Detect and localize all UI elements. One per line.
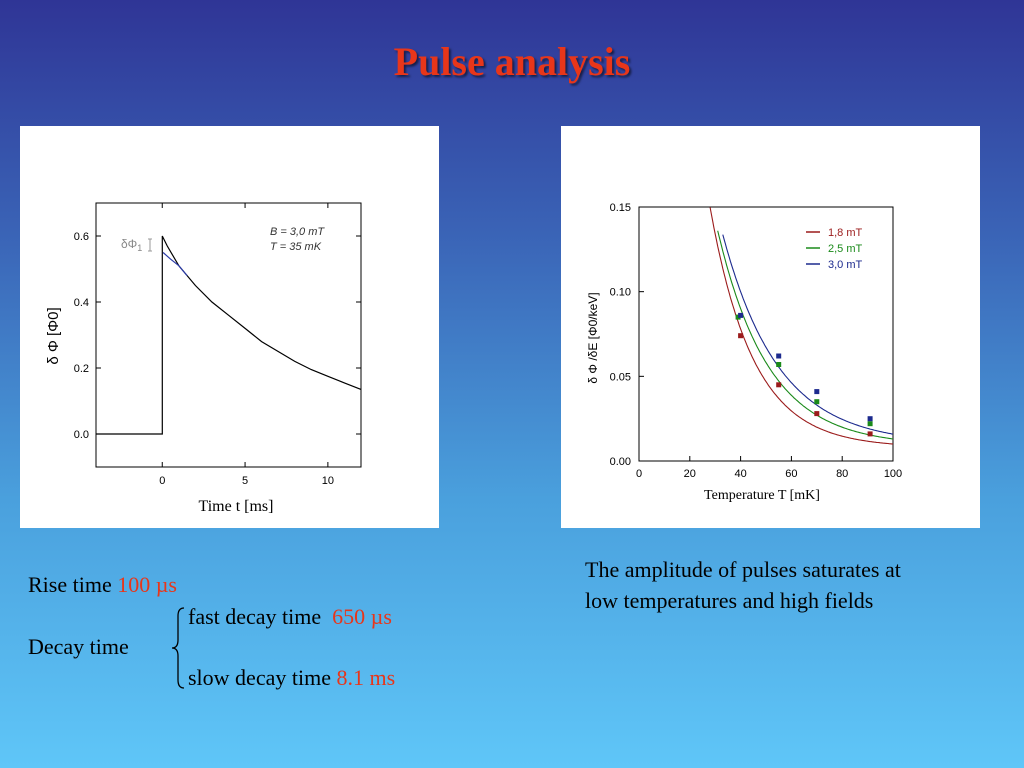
right-data-point [867,431,873,437]
left-xlabel: Time t [ms] [199,498,274,515]
right-ytick-label: 0.15 [610,202,631,214]
slow-decay-value: 8.1 ms [336,665,396,690]
left-ytick-label: 0.6 [74,231,89,243]
left-legend-line1: B = 3,0 mT [270,226,325,238]
slow-decay-text: slow decay time 8.1 ms [188,665,395,691]
right-data-point [814,389,820,395]
decay-time-label: Decay time [28,634,129,659]
left-chart: 0.0 0.2 0.4 0.6 0 5 10 δΦ1 B = 3,0 mT T = 35 … [45,202,362,515]
rise-time-value: 100 µs [117,572,177,597]
right-fit-curve [722,234,894,435]
right-data-point [814,411,820,417]
right-fit-curve [717,230,894,440]
fast-decay-value: 650 µs [332,604,392,629]
right-xtick-label: 80 [836,468,848,480]
right-figure-panel: 0.00 0.05 0.10 0.15 0 20 40 60 80 100 1,8 mT 2,5 … [561,126,980,528]
right-data-point [867,421,873,427]
right-data-point [776,362,782,367]
delta-phi-bracket-icon [148,238,152,252]
left-xtick-label: 10 [322,475,334,487]
left-ytick-label: 0.4 [74,297,89,309]
right-ytick-label: 0.05 [610,371,631,383]
right-data-point [776,353,782,359]
rise-time-text: Rise time 100 µs [28,572,177,598]
rise-time-label: Rise time [28,572,112,597]
right-chart: 0.00 0.05 0.10 0.15 0 20 40 60 80 100 1,8 mT 2,5 … [586,202,902,503]
right-ytick-label: 0.00 [610,456,631,468]
right-legend-label: 1,8 mT [828,227,863,239]
right-xlabel: Temperature T [mK] [704,488,820,503]
right-data-point [867,416,873,422]
left-figure-panel: 0.0 0.2 0.4 0.6 0 5 10 δΦ1 B = 3,0 mT T = 35 … [20,126,439,528]
page-title: Pulse analysis [393,39,631,84]
slow-decay-label: slow decay time [188,665,331,690]
left-legend-line2: T = 35 mK [270,241,322,253]
left-chart-blue-fit [162,252,188,276]
right-data-point [735,314,741,320]
right-xtick-label: 100 [884,468,902,480]
right-xtick-label: 40 [734,468,746,480]
right-data-point [814,399,820,405]
right-xtick-label: 20 [684,468,696,480]
delta-phi-label: δΦ1 [121,237,142,253]
right-ylabel: δ Φ /δE [Φ0/keV] [586,292,600,383]
right-data-point [738,312,744,318]
fast-decay-label: fast decay time [188,604,322,629]
right-ytick-label: 0.10 [610,287,631,299]
left-xtick-label: 0 [159,475,165,487]
right-xtick-label: 60 [785,468,797,480]
right-legend-label: 3,0 mT [828,259,863,271]
left-ytick-label: 0.0 [74,429,89,441]
right-data-point [738,333,744,339]
fast-decay-text: fast decay time 650 µs [188,604,392,630]
left-xtick-label: 5 [242,475,248,487]
brace-icon [171,607,185,689]
right-data-point [776,382,782,388]
amplitude-note-line1: The amplitude of pulses saturates at [585,557,901,582]
left-ylabel: δ Φ [Φ0] [45,307,62,364]
amplitude-note-line2: low temperatures and high fields [585,588,874,613]
right-legend-label: 2,5 mT [828,243,863,255]
left-chart-black-curve [96,235,362,435]
right-fit-curve [709,207,894,445]
left-ytick-label: 0.2 [74,363,89,375]
right-xtick-label: 0 [636,468,642,480]
